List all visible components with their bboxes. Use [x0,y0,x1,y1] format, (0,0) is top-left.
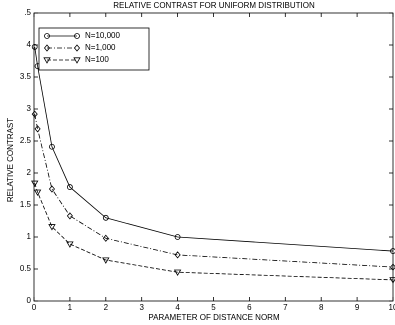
legend-marker [74,33,80,39]
marker [66,241,74,248]
legend-label: N=1,000 [85,43,116,52]
marker [34,125,41,133]
x-axis-label: PARAMETER OF DISTANCE NORM [148,313,280,322]
y-tick-label: 1 [27,232,32,241]
x-tick-label: 7 [283,303,288,312]
marker [174,234,181,240]
y-tick-label: 0 [27,296,32,305]
series-line [34,114,394,268]
x-tick-label: 8 [319,303,324,312]
y-tick-label: 0.5 [20,264,32,273]
x-tick-label: 9 [355,303,360,312]
marker [48,224,56,231]
y-tick-label: 3 [27,104,32,113]
marker [102,234,109,242]
marker [389,277,395,284]
marker [102,214,109,221]
legend-marker [73,57,81,64]
chart-title: RELATIVE CONTRAST FOR UNIFORM DISTRIBUTI… [113,1,315,10]
y-tick-label: 1.5 [20,200,32,209]
marker [33,189,42,197]
series-line [34,183,394,281]
y-tick-label: 4 [27,40,32,49]
x-tick-label: 10 [389,303,395,312]
marker [31,180,39,188]
legend-marker [43,57,51,64]
marker [31,110,38,118]
x-tick-label: 3 [139,303,144,312]
marker [174,251,181,259]
x-tick-label: 4 [175,303,180,312]
legend-marker [73,44,81,52]
marker [67,184,73,190]
x-tick-label: 5 [211,303,216,312]
marker [48,185,55,193]
x-tick-label: 1 [68,303,73,312]
y-tick-label: 2.5 [20,136,32,145]
legend-marker [43,44,51,52]
marker [173,269,182,277]
marker [102,257,110,264]
marker [31,44,38,50]
legend-marker [44,33,50,39]
y-tick-label: .5 [24,8,31,17]
series-line [34,46,394,252]
marker [66,212,73,220]
marker [49,143,55,150]
marker [390,248,395,254]
x-tick-label: 0 [32,303,37,312]
y-tick-label: 2 [27,168,32,177]
legend-label: N=10,000 [85,31,120,40]
y-tick-label: 3.5 [20,72,32,81]
legend-box [38,27,150,71]
x-tick-label: 6 [247,303,252,312]
legend-label: N=100 [85,55,109,64]
y-axis-label: RELATIVE CONTRAST [6,118,15,202]
x-tick-label: 2 [104,303,109,312]
